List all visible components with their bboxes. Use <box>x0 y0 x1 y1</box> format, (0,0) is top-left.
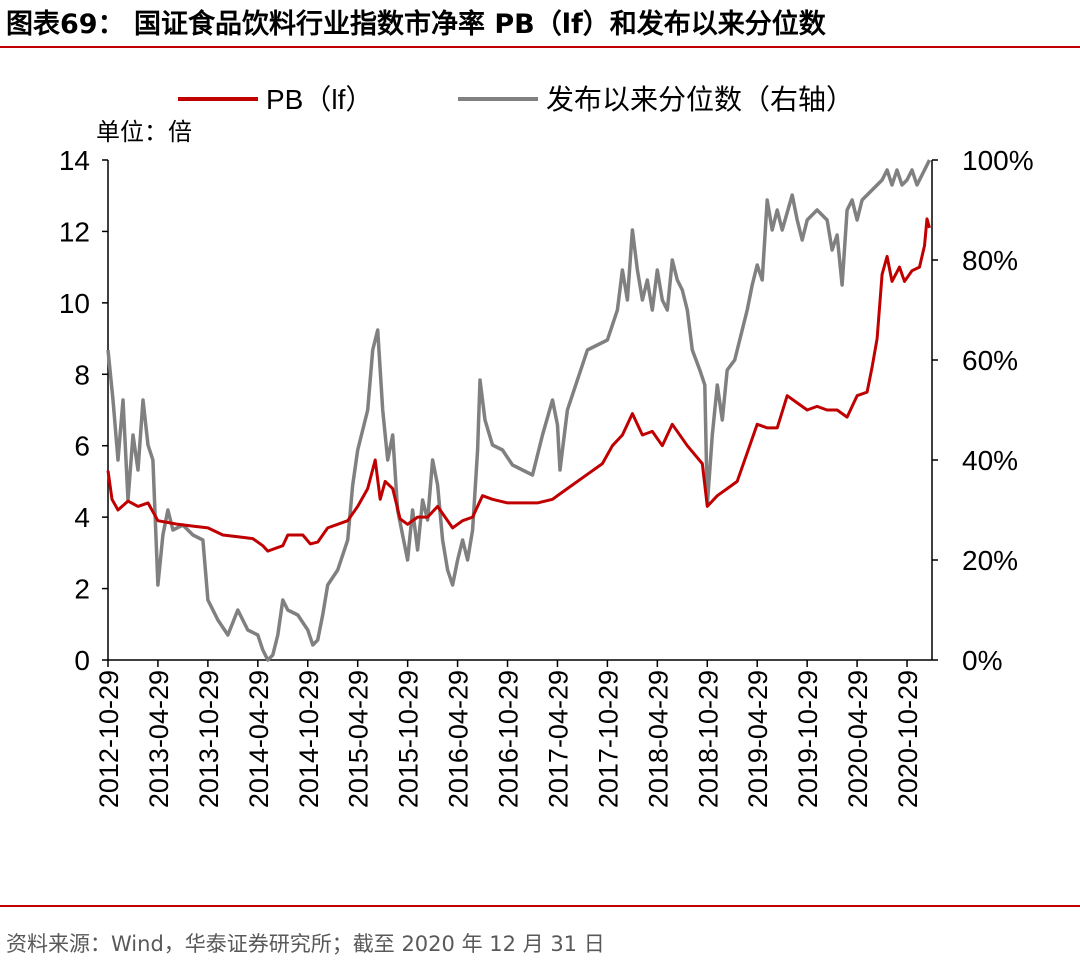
source-note: 资料来源：Wind，华泰证券研究所；截至 2020 年 12 月 31 日 <box>6 932 605 956</box>
footer-divider <box>0 905 1080 907</box>
legend-percentile-label: 发布以来分位数（右轴） <box>546 84 854 115</box>
x-tick-label: 2018-10-29 <box>693 670 723 808</box>
left-tick-label: 2 <box>74 574 90 605</box>
x-tick-label: 2016-04-29 <box>444 670 474 808</box>
x-tick-label: 2017-04-29 <box>543 670 573 808</box>
x-tick-label: 2016-10-29 <box>494 670 524 808</box>
x-tick-label: 2017-10-29 <box>593 670 623 808</box>
x-tick-label: 2020-04-29 <box>843 670 873 808</box>
title-divider <box>0 46 1080 48</box>
left-tick-label: 6 <box>74 431 90 462</box>
pb-percentile-chart: 0 2 4 6 8 10 12 14 0% 20% 40% 60% 80% 100% 2012-10-29 2… <box>59 84 1034 808</box>
right-tick-label: 40% <box>962 445 1018 476</box>
right-tick-label: 20% <box>962 545 1018 576</box>
x-tick-label: 2020-10-29 <box>893 670 923 808</box>
x-tick-label: 2014-10-29 <box>294 670 324 808</box>
title-bar: 图表69： 国证食品饮料行业指数市净率 PB（lf）和发布以来分位数 <box>0 0 1080 48</box>
x-tick-label: 2015-04-29 <box>344 670 374 808</box>
x-tick-label: 2015-10-29 <box>394 670 424 808</box>
left-tick-label: 4 <box>74 502 90 533</box>
legend-pb-label: PB（lf） <box>266 84 373 115</box>
legend: PB（lf） 发布以来分位数（右轴） <box>178 84 854 115</box>
right-tick-label: 60% <box>962 345 1018 376</box>
percentile-series-line <box>106 159 932 662</box>
x-tick-label: 2014-04-29 <box>244 670 274 808</box>
left-tick-label: 10 <box>59 288 90 319</box>
x-tick-label: 2019-04-29 <box>743 670 773 808</box>
left-tick-label: 8 <box>74 359 90 390</box>
axes: 0 2 4 6 8 10 12 14 0% 20% 40% 60% 80% 100% 2012-10-29 2… <box>59 145 1034 808</box>
right-tick-label: 100% <box>962 145 1034 176</box>
x-tick-label: 2013-04-29 <box>144 670 174 808</box>
x-tick-label: 2012-10-29 <box>94 670 124 808</box>
left-tick-label: 14 <box>59 145 90 176</box>
right-tick-label: 80% <box>962 245 1018 276</box>
pb-series-line <box>106 217 931 553</box>
left-tick-label: 12 <box>59 216 90 247</box>
series-layer <box>106 159 932 662</box>
x-tick-label: 2018-04-29 <box>643 670 673 808</box>
x-tick-label: 2013-10-29 <box>194 670 224 808</box>
left-tick-label: 0 <box>74 645 90 676</box>
chart-title: 图表69： 国证食品饮料行业指数市净率 PB（lf）和发布以来分位数 <box>6 9 826 40</box>
x-tick-label: 2019-10-29 <box>793 670 823 808</box>
unit-label: 单位：倍 <box>96 119 192 146</box>
right-tick-label: 0% <box>962 645 1002 676</box>
